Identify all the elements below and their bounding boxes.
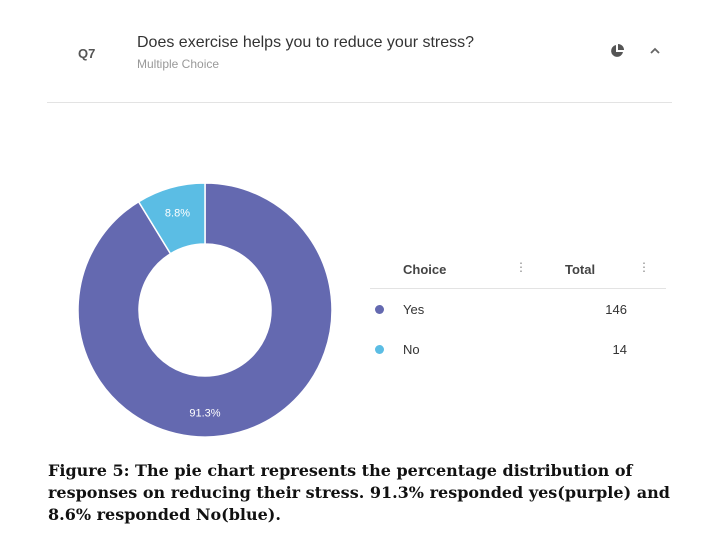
slice-yes (77, 182, 333, 438)
pie-chart-icon[interactable] (609, 43, 625, 59)
header-divider (47, 102, 672, 103)
row-label: No (403, 342, 420, 357)
row-total: 146 (605, 302, 627, 317)
total-sort-icon[interactable]: ⋮ (638, 260, 650, 274)
table-header: Choice ⋮ Total ⋮ (370, 250, 666, 289)
row-label: Yes (403, 302, 425, 317)
question-title: Does exercise helps you to reduce your s… (137, 34, 475, 51)
donut-chart: 91.3% 8.8% (77, 182, 333, 438)
table-row: No 14 (370, 329, 666, 369)
no-color-dot (375, 345, 384, 354)
figure-caption: Figure 5: The pie chart represents the p… (48, 461, 670, 524)
choice-header: Choice (403, 262, 447, 277)
total-header: Total (565, 262, 596, 277)
choice-sort-icon[interactable]: ⋮ (515, 260, 527, 274)
question-number: Q7 (78, 46, 96, 61)
question-type: Multiple Choice (137, 57, 220, 71)
results-table: Choice ⋮ Total ⋮ Yes 146 No 14 (370, 250, 666, 369)
table-row: Yes 146 (370, 289, 666, 329)
slice-no (137, 182, 206, 255)
yes-color-dot (375, 305, 384, 314)
slice-label-no: 8.8% (165, 207, 190, 219)
row-total: 14 (612, 342, 627, 357)
chevron-up-icon[interactable] (648, 44, 662, 58)
slice-label-yes: 91.3% (189, 408, 220, 420)
